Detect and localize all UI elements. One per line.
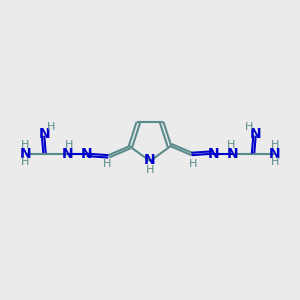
Text: H: H	[227, 140, 235, 150]
Text: N: N	[250, 127, 262, 141]
Text: N: N	[20, 147, 32, 161]
Text: N: N	[61, 147, 73, 161]
Text: H: H	[245, 122, 253, 132]
Text: H: H	[21, 140, 29, 150]
Text: H: H	[47, 122, 55, 132]
Text: N: N	[227, 147, 239, 161]
Text: H: H	[146, 165, 154, 175]
Text: H: H	[271, 157, 279, 167]
Text: N: N	[207, 147, 219, 161]
Text: H: H	[21, 157, 29, 167]
Text: N: N	[144, 153, 156, 166]
Text: N: N	[268, 147, 280, 161]
Text: N: N	[81, 147, 93, 161]
Text: H: H	[65, 140, 73, 150]
Text: H: H	[271, 140, 279, 150]
Text: H: H	[103, 159, 111, 169]
Text: N: N	[38, 127, 50, 141]
Text: H: H	[189, 159, 197, 169]
